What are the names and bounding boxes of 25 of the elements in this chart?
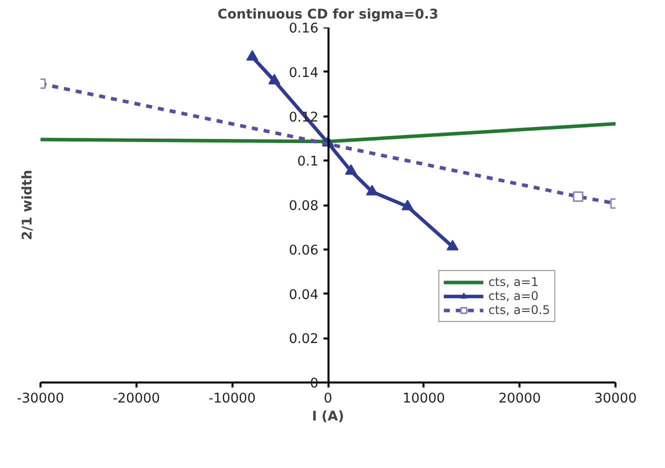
- y-tick-label: 0.14: [288, 66, 319, 81]
- x-tick-label: -10000: [208, 392, 256, 406]
- point: [446, 240, 459, 250]
- y-tick-label: 0.16: [288, 22, 319, 36]
- y-tick-label: 0.08: [288, 199, 319, 214]
- x-tick-label: -20000: [112, 392, 160, 406]
- x-tick-label: 20000: [498, 392, 541, 406]
- point: [268, 74, 280, 84]
- y-tick-label: 0.04: [288, 288, 319, 303]
- legend-label: cts, a=0: [488, 289, 539, 303]
- x-tick-label: 0: [324, 392, 332, 406]
- x-tick-label: 30000: [594, 392, 637, 406]
- y-tick-label: 0.02: [288, 332, 319, 348]
- y-tick-label: 0.1: [297, 154, 319, 170]
- x-axis-title: I (A): [312, 410, 344, 424]
- y-tick-label: 0.06: [288, 243, 319, 258]
- x-tick-label: -30000: [16, 392, 64, 406]
- y-axis-title: 2/1 width: [20, 170, 36, 240]
- legend-label: cts, a=0.5: [488, 303, 550, 317]
- point: [345, 164, 357, 175]
- x-tick-label: 10000: [402, 392, 446, 406]
- point: [246, 50, 258, 61]
- chart-title: Continuous CD for sigma=0.3: [218, 8, 438, 22]
- point: [402, 200, 414, 210]
- legend-label: cts, a=1: [488, 275, 539, 289]
